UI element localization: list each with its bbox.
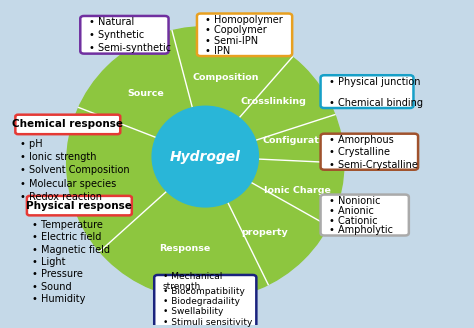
Text: • Copolymer: • Copolymer: [205, 25, 267, 35]
Text: • Stimuli sensitivity: • Stimuli sensitivity: [163, 318, 252, 327]
Text: Physical response: Physical response: [27, 201, 132, 211]
Text: • Crystalline: • Crystalline: [329, 147, 390, 157]
Text: Hydrogel: Hydrogel: [170, 150, 241, 164]
Text: • Mechanical
strength: • Mechanical strength: [163, 272, 222, 291]
Text: • Physical junction: • Physical junction: [329, 77, 420, 87]
Text: Crosslinking: Crosslinking: [241, 96, 307, 106]
Text: Ionic Charge: Ionic Charge: [264, 186, 331, 195]
FancyBboxPatch shape: [27, 196, 132, 215]
Text: • Electric field: • Electric field: [32, 232, 101, 242]
Ellipse shape: [152, 106, 258, 207]
Text: Composition: Composition: [192, 73, 259, 82]
FancyBboxPatch shape: [320, 75, 413, 108]
Text: • Light: • Light: [32, 257, 65, 267]
Text: • Nonionic: • Nonionic: [329, 196, 381, 206]
Text: • Ionic strength: • Ionic strength: [20, 152, 97, 162]
Text: • pH: • pH: [20, 139, 43, 149]
Text: • Molecular species: • Molecular species: [20, 179, 117, 189]
Text: • Temperature: • Temperature: [32, 220, 103, 230]
Text: • Anionic: • Anionic: [329, 206, 374, 216]
Text: • Pressure: • Pressure: [32, 269, 83, 279]
FancyBboxPatch shape: [80, 16, 169, 54]
FancyBboxPatch shape: [197, 13, 292, 56]
FancyBboxPatch shape: [320, 134, 418, 170]
Text: • IPN: • IPN: [205, 46, 230, 56]
Text: • Synthetic: • Synthetic: [89, 31, 144, 40]
Text: Configuration: Configuration: [262, 136, 336, 145]
Text: • Solvent Composition: • Solvent Composition: [20, 165, 130, 175]
Text: • Biodegradaility: • Biodegradaility: [163, 297, 239, 306]
Text: • Magnetic field: • Magnetic field: [32, 245, 110, 255]
Text: Chemical response: Chemical response: [12, 119, 123, 130]
FancyBboxPatch shape: [154, 275, 256, 327]
Text: property: property: [242, 228, 288, 237]
Text: • Homopolymer: • Homopolymer: [205, 15, 283, 25]
Text: • Cationic: • Cationic: [329, 215, 377, 226]
Text: • Amorphous: • Amorphous: [329, 135, 393, 145]
Text: • Biocompatibility: • Biocompatibility: [163, 287, 245, 296]
Text: • Redox reaction: • Redox reaction: [20, 192, 102, 202]
FancyBboxPatch shape: [320, 195, 409, 236]
Text: • Humidity: • Humidity: [32, 294, 85, 304]
Text: • Semi-Crystalline: • Semi-Crystalline: [329, 159, 418, 170]
Text: • Chemical binding: • Chemical binding: [329, 98, 423, 108]
Text: • Sound: • Sound: [32, 282, 72, 292]
Text: • Semi-IPN: • Semi-IPN: [205, 35, 258, 46]
Ellipse shape: [67, 27, 344, 299]
Text: • Swellability: • Swellability: [163, 307, 223, 317]
FancyBboxPatch shape: [15, 115, 120, 134]
Text: • Natural: • Natural: [89, 17, 134, 28]
Text: Response: Response: [159, 244, 211, 253]
Text: Source: Source: [127, 90, 164, 98]
Text: • Semi-synthetic: • Semi-synthetic: [89, 43, 171, 53]
Text: • Ampholytic: • Ampholytic: [329, 225, 393, 235]
